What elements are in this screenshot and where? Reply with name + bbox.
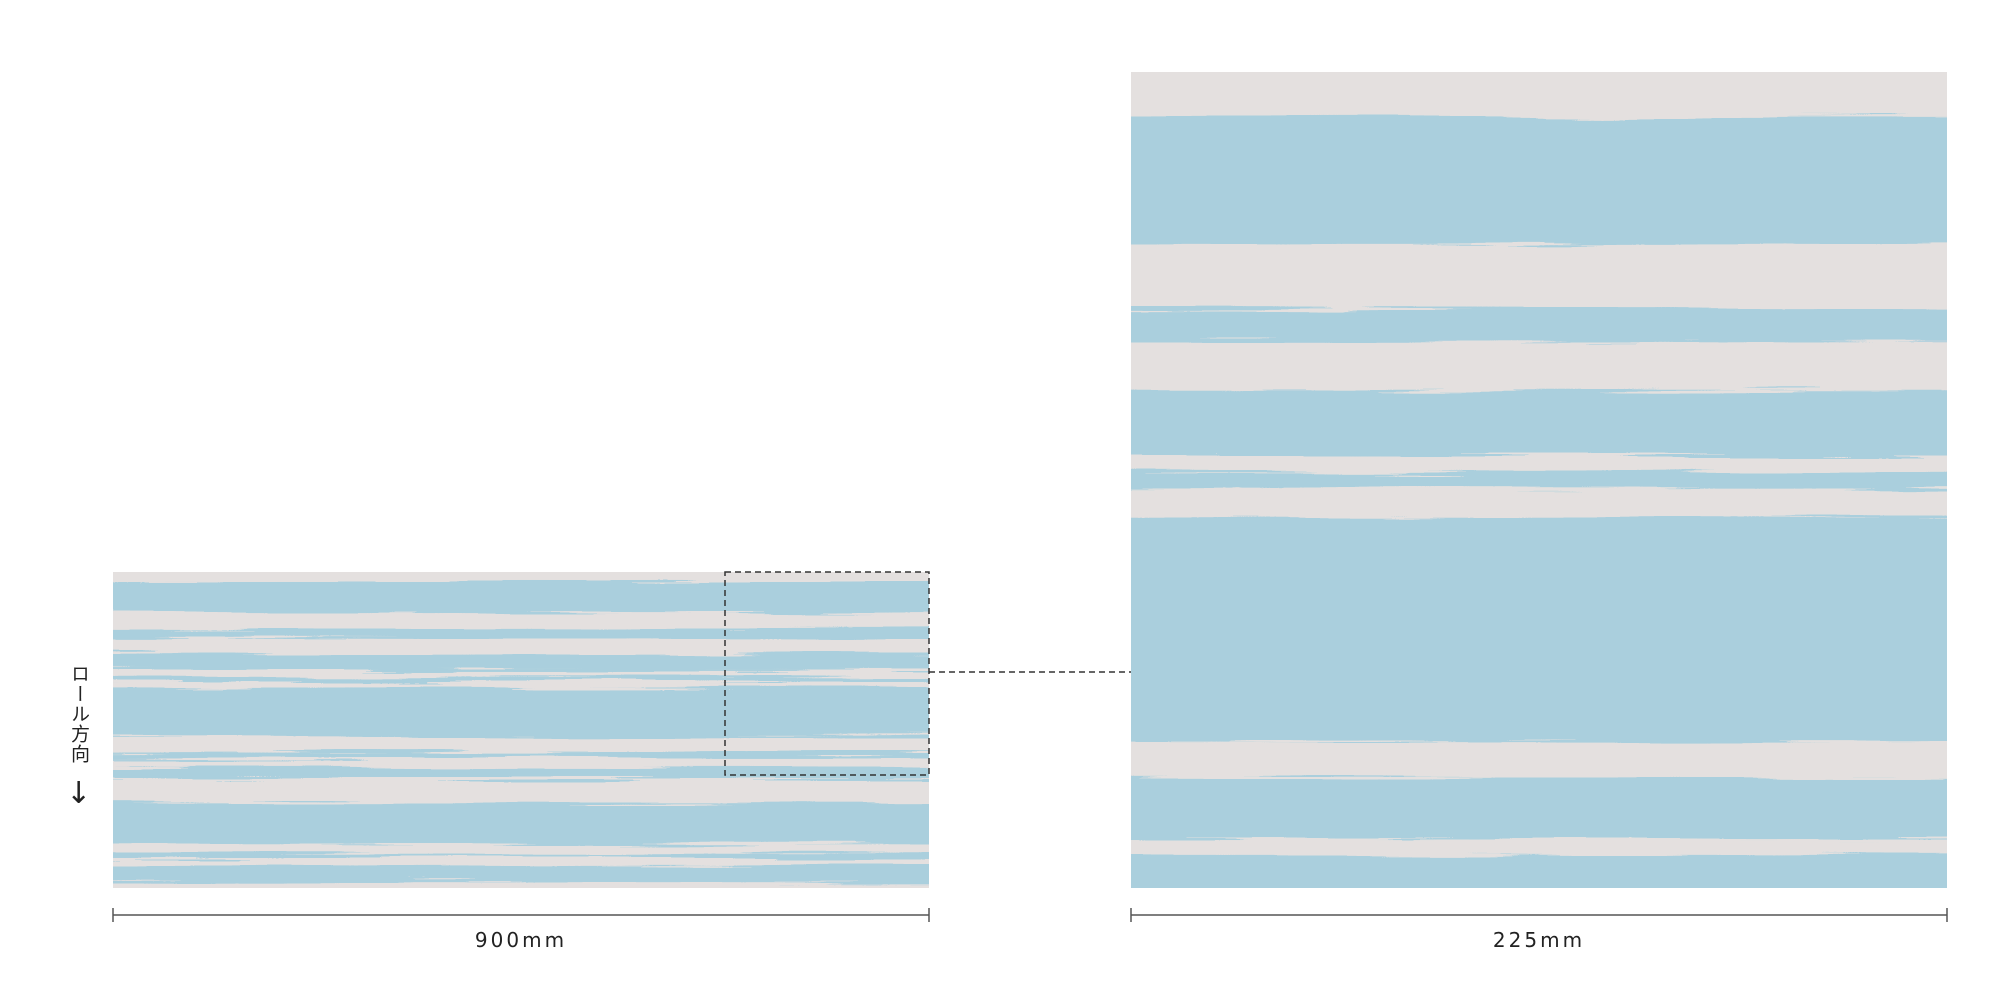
pattern-stripe xyxy=(113,688,929,737)
pattern-stripe xyxy=(1131,516,1947,742)
pattern-stripe xyxy=(113,628,929,639)
pattern-stripe xyxy=(113,865,929,882)
detail-pattern xyxy=(1131,116,1947,888)
full-width-label: 900mm xyxy=(474,928,568,952)
pattern-stripe xyxy=(113,581,929,614)
detail-frame xyxy=(724,571,930,776)
pattern-stripe xyxy=(113,802,929,844)
full-pattern xyxy=(113,581,929,882)
pattern-stripe xyxy=(113,853,929,858)
pattern-stripe xyxy=(1131,116,1947,244)
pattern-stripe xyxy=(1131,390,1947,456)
pattern-stripe xyxy=(113,767,929,779)
pattern-stripe xyxy=(1131,471,1947,489)
pattern-stripe xyxy=(1131,777,1947,840)
roll-direction-label: ロール方向 xyxy=(68,664,90,764)
pattern-stripe xyxy=(1131,855,1947,888)
pattern-stripe xyxy=(1131,308,1947,342)
pattern-stripe xyxy=(113,654,929,670)
roll-direction-arrow: ↓ xyxy=(66,776,92,811)
detail-width-label: 225mm xyxy=(1492,928,1586,952)
pattern-stripe xyxy=(113,752,929,759)
pattern-stripe xyxy=(113,676,929,682)
dimension-lines xyxy=(112,908,1948,922)
